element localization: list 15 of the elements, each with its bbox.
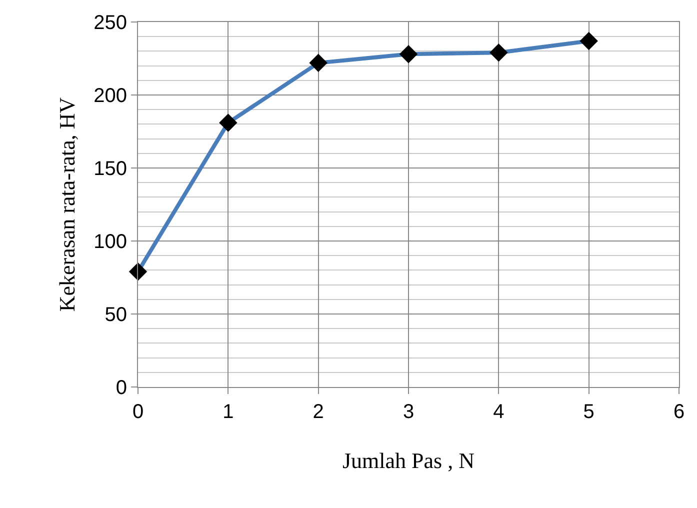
x-axis-title: Jumlah Pas , N [342, 448, 475, 473]
y-tick-label: 0 [116, 377, 127, 399]
x-tick-label: 3 [402, 401, 414, 423]
x-tick-label: 6 [673, 401, 685, 423]
x-tick-label: 2 [312, 401, 324, 423]
x-tick-label: 1 [222, 401, 234, 423]
y-tick-label: 100 [94, 231, 127, 253]
x-tick-label: 0 [132, 401, 144, 423]
y-axis-title: Kekerasan rata-rata, HV [54, 97, 80, 312]
x-tick-label: 4 [493, 401, 504, 423]
x-tick-label: 5 [583, 401, 594, 423]
y-tick-label: 200 [94, 85, 127, 107]
y-tick-label: 50 [104, 304, 127, 326]
y-tick-label: 150 [94, 158, 127, 180]
y-tick-label: 250 [94, 12, 127, 34]
